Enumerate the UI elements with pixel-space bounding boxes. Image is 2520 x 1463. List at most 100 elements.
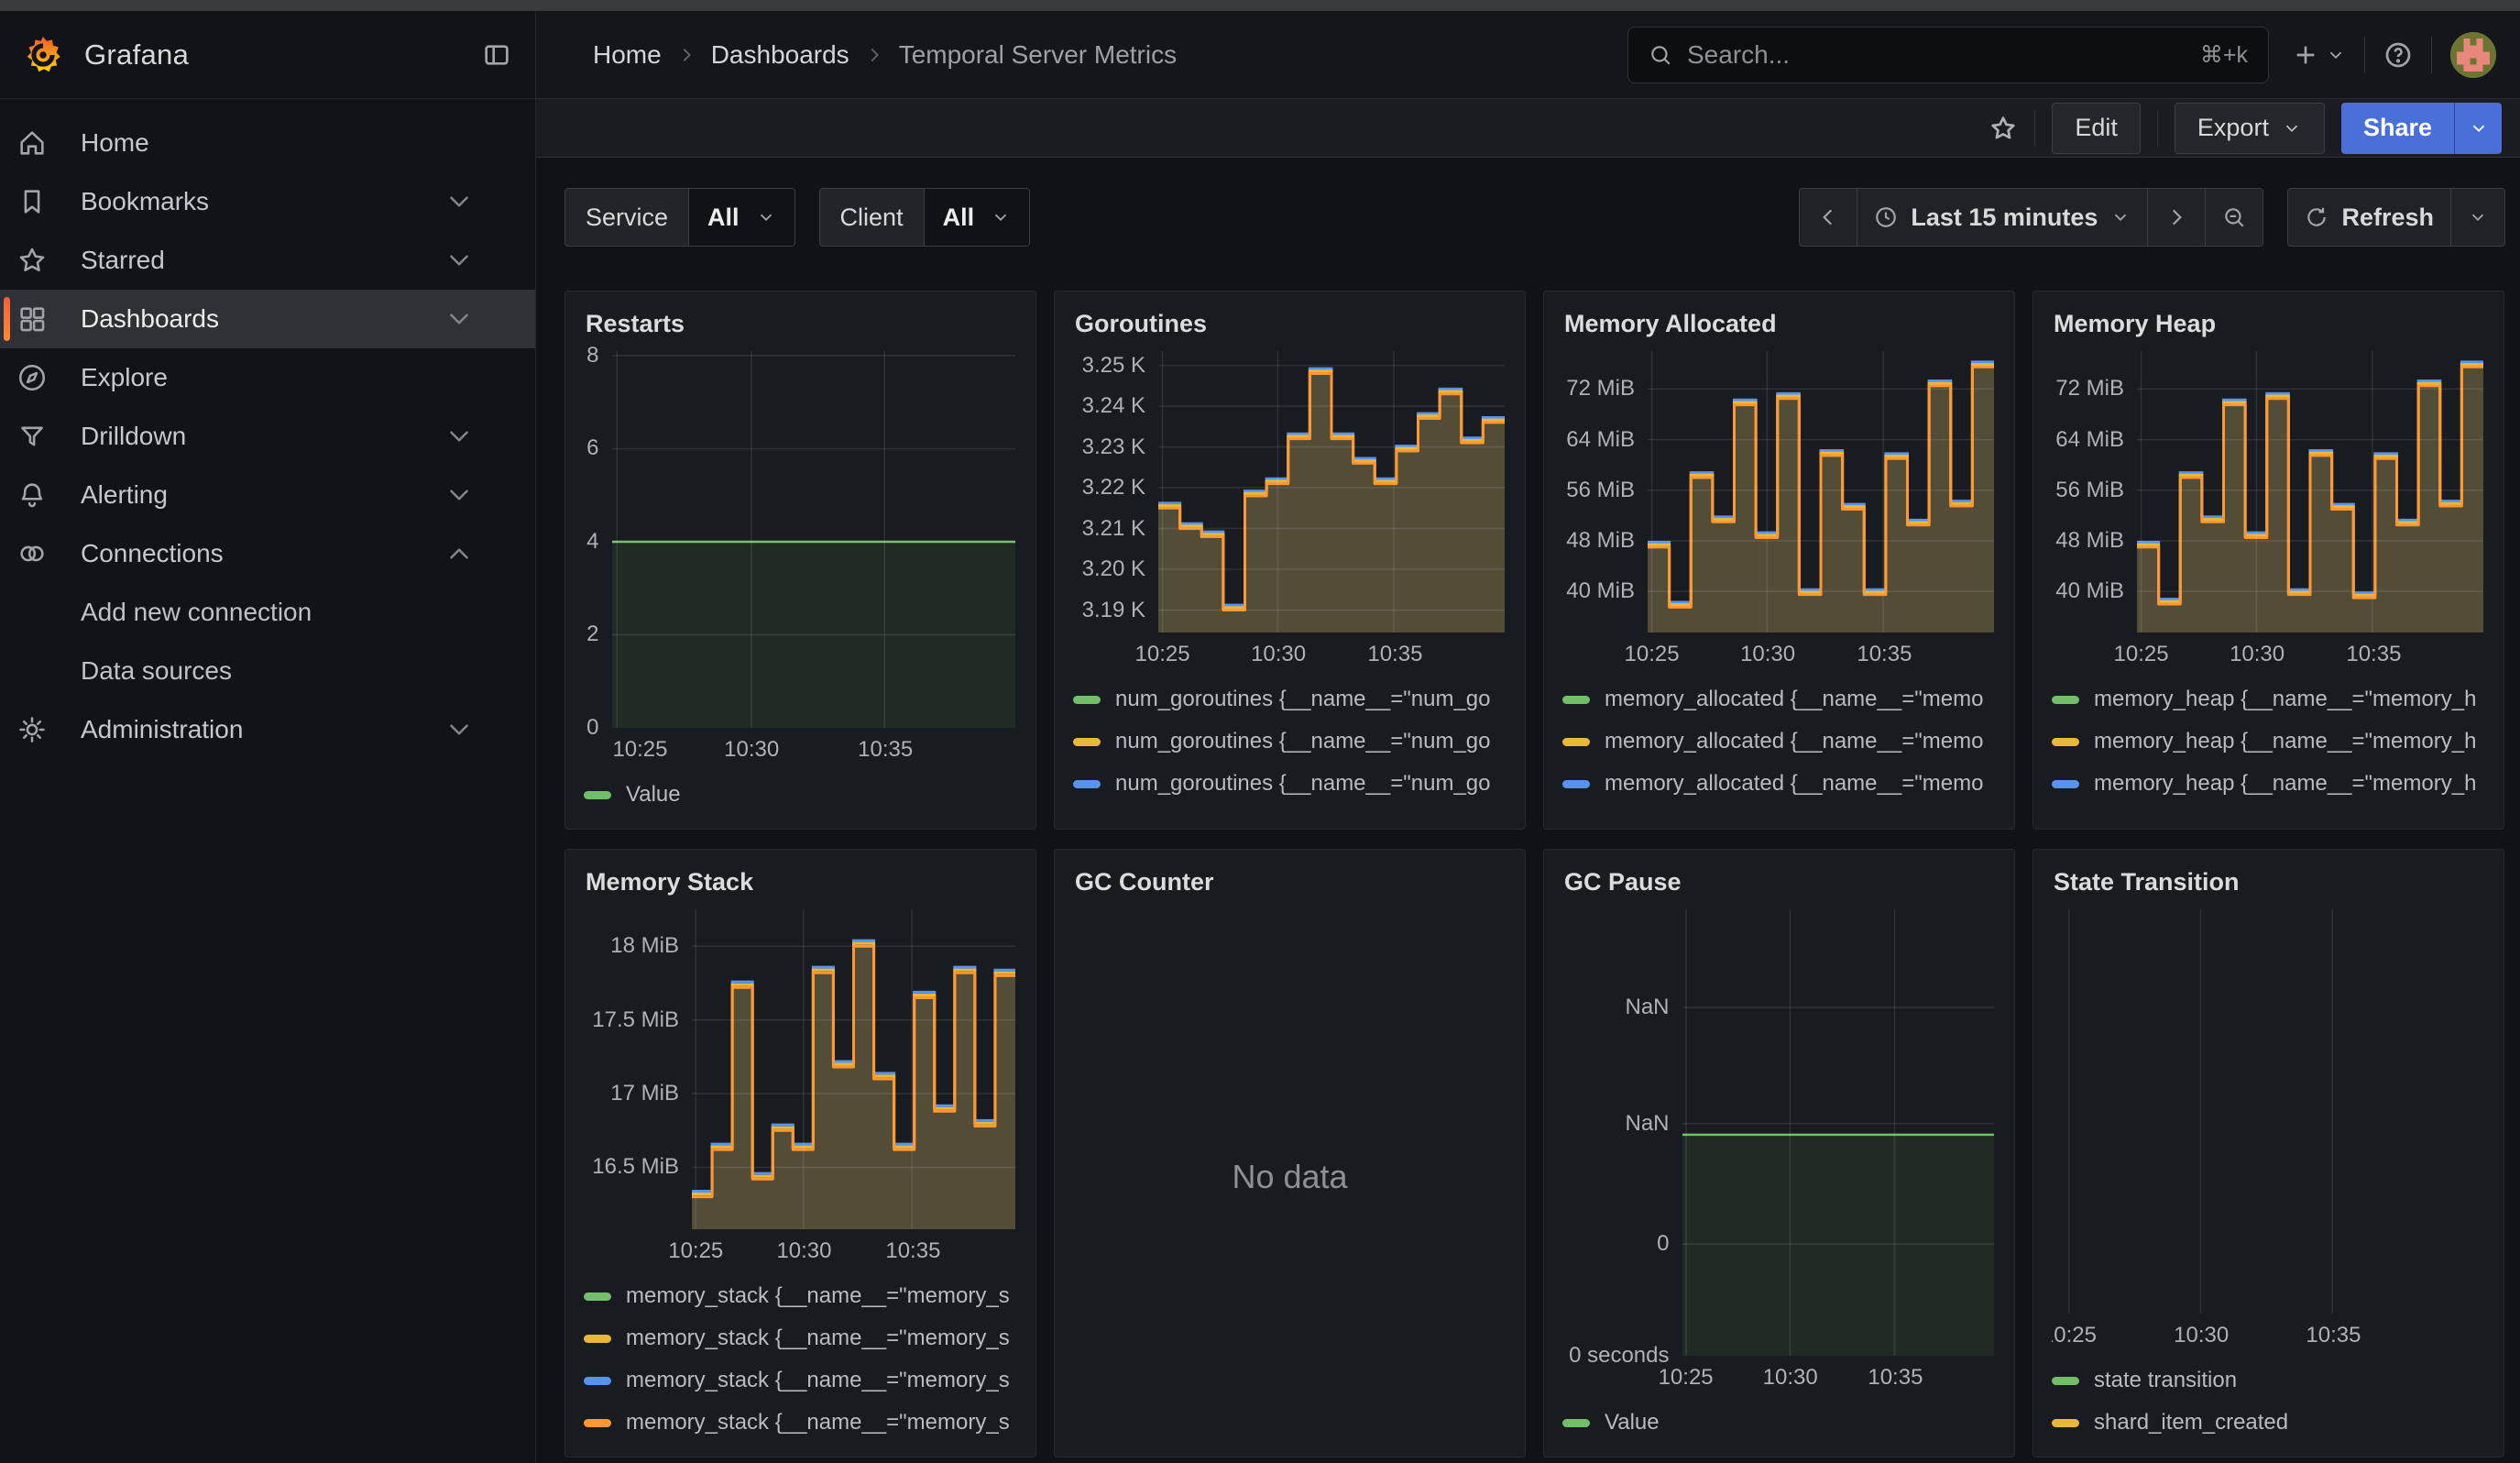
sidebar-item-home[interactable]: Home [0,114,535,172]
panel-title[interactable]: Restarts [584,302,1017,351]
y-tick-label: 3.19 K [1082,598,1145,623]
share-split-button: Share [2341,103,2502,154]
new-button[interactable] [2291,40,2346,70]
legend-item[interactable]: Value [1562,1402,1996,1444]
time-range-forward-button[interactable] [2147,188,2206,247]
legend-item[interactable]: memory_allocated {__name__="memo [1562,720,1996,763]
chevron-up-icon [444,538,475,569]
sidebar-item-starred[interactable]: Starred [0,231,535,290]
sidebar-item-bookmarks[interactable]: Bookmarks [0,172,535,231]
y-tick-label: 18 MiB [610,933,679,959]
panel-memory-heap: Memory Heap72 MiB64 MiB56 MiB48 MiB40 Mi… [2032,291,2504,830]
y-tick-label: 0 [1657,1231,1669,1257]
search-icon [1649,43,1672,67]
share-button[interactable]: Share [2341,103,2454,154]
grafana-logo-icon[interactable] [22,34,64,76]
chart-plot[interactable] [1648,351,1994,632]
user-avatar[interactable] [2450,32,2496,78]
legend-item[interactable]: memory_heap {__name__="memory_h [2052,720,2485,763]
chart-plot[interactable] [1158,351,1505,632]
legend-swatch [1073,780,1101,788]
help-button[interactable] [2383,40,2413,70]
legend-label: memory_heap {__name__="memory_h [2094,813,2476,816]
legend-item[interactable]: memory_allocated {__name__="memo [1562,763,1996,805]
sidebar-item-alerting[interactable]: Alerting [0,466,535,524]
sidebar-nav: Home Bookmarks Starred DashboardsExplore Dri… [0,99,535,759]
panel-memory-allocated: Memory Allocated72 MiB64 MiB56 MiB48 MiB… [1543,291,2015,830]
panel-title[interactable]: Memory Allocated [1562,302,1996,351]
service-variable-dropdown[interactable]: Service All [564,188,795,247]
sidebar-item-label: Administration [81,715,243,744]
breadcrumb-dashboards[interactable]: Dashboards [711,40,849,70]
favorite-star-icon[interactable] [1989,114,2018,143]
sidebar-item-administration[interactable]: Administration [0,700,535,759]
legend-item[interactable]: Value [584,774,1017,816]
legend-item[interactable]: memory_allocated {__name__="memo [1562,805,1996,816]
legend-item[interactable]: memory_heap {__name__="memory_h [2052,805,2485,816]
panel-title[interactable]: State Transition [2052,861,2485,909]
legend-swatch [2052,696,2079,704]
time-range-zoom-out-button[interactable] [2205,188,2263,247]
sidebar-item-explore[interactable]: Explore [0,348,535,407]
legend-label: memory_stack {__name__="memory_s [626,1410,1010,1436]
breadcrumb-home[interactable]: Home [593,40,662,70]
legend-item[interactable]: memory_allocated {__name__="memo [1562,678,1996,720]
legend-item[interactable]: memory_heap {__name__="memory_h [2052,678,2485,720]
chevron-down-icon [444,245,475,276]
refresh-interval-button[interactable] [2450,188,2505,247]
legend-item[interactable]: state transition [2052,1359,2485,1402]
x-tick-label: 10:30 [724,737,779,763]
legend-item[interactable]: num_goroutines {__name__="num_go [1073,720,1507,763]
x-tick-label: 10:30 [2230,642,2284,667]
time-range-picker[interactable]: Last 15 minutes [1857,188,2148,247]
sidebar-item-add-new-connection[interactable]: Add new connection [0,583,535,642]
sidebar-item-data-sources[interactable]: Data sources [0,642,535,700]
x-tick-label: 10:25 [2052,1323,2097,1348]
client-variable-dropdown[interactable]: Client All [819,188,1031,247]
legend-swatch [2052,1377,2079,1385]
panel-title[interactable]: Goroutines [1073,302,1507,351]
legend-item[interactable]: memory_stack {__name__="memory_s [584,1275,1017,1317]
share-menu-button[interactable] [2454,103,2502,154]
chart-plot[interactable] [612,351,1016,728]
search-input[interactable]: Search... ⌘+k [1627,27,2269,83]
chart-plot[interactable] [2137,351,2483,632]
panel-title[interactable]: Memory Stack [584,861,1017,909]
sidebar-item-label: Drilldown [81,422,186,451]
legend-swatch [1073,696,1101,704]
refresh-label: Refresh [2341,204,2434,232]
refresh-icon [2305,205,2328,229]
panel-goroutines: Goroutines3.25 K3.24 K3.23 K3.22 K3.21 K… [1054,291,1526,830]
sidebar-item-dashboards[interactable]: Dashboards [0,290,535,348]
refresh-button[interactable]: Refresh [2287,188,2451,247]
edit-button[interactable]: Edit [2052,103,2141,154]
legend-item[interactable]: num_goroutines {__name__="num_go [1073,805,1507,816]
export-button[interactable]: Export [2175,103,2325,154]
legend-item[interactable]: num_goroutines {__name__="num_go [1073,678,1507,720]
chart-plot[interactable] [2052,909,2483,1314]
panel-title[interactable]: GC Pause [1562,861,1996,909]
dock-menu-toggle-icon[interactable] [482,40,511,70]
sidebar-item-label: Home [81,128,149,158]
panel-title[interactable]: GC Counter [1073,861,1507,909]
chart-plot[interactable] [692,909,1015,1229]
panel-title[interactable]: Memory Heap [2052,302,2485,351]
legend-item[interactable]: num_goroutines {__name__="num_go [1073,763,1507,805]
legend-item[interactable]: memory_stack {__name__="memory_s [584,1359,1017,1402]
sidebar-item-drilldown[interactable]: Drilldown [0,407,535,466]
legend-item[interactable]: memory_stack {__name__="memory_s [584,1317,1017,1359]
legend-item[interactable]: memory_heap {__name__="memory_h [2052,763,2485,805]
legend-label: shard_item_created [2094,1410,2288,1436]
x-tick-label: 10:30 [2174,1323,2229,1348]
legend-item[interactable]: shard_item_created [2052,1402,2485,1444]
legend-item[interactable]: memory_stack {__name__="memory_s [584,1402,1017,1444]
chart-plot[interactable] [1682,909,1995,1356]
sidebar-item-connections[interactable]: Connections [0,524,535,583]
sidebar-item-label: Starred [81,246,165,275]
time-range-label: Last 15 minutes [1911,204,2098,232]
legend: state transition shard_item_created [2052,1359,2485,1444]
y-tick-label: 16.5 MiB [592,1154,679,1180]
service-variable-value: All [707,204,740,232]
chevron-down-icon [991,207,1011,227]
time-range-back-button[interactable] [1799,188,1857,247]
